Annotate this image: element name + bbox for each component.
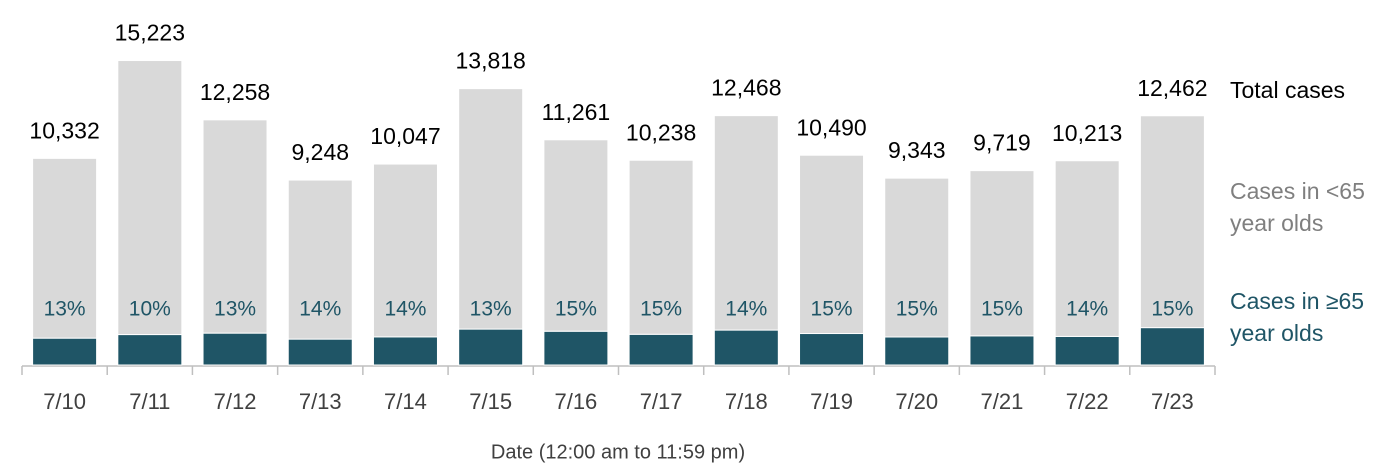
bar-segment (969, 335, 1035, 366)
total-label: 10,490 (796, 114, 866, 140)
total-label: 9,248 (291, 139, 349, 165)
share-label: 14% (1066, 298, 1108, 321)
bar-segment (1139, 115, 1205, 329)
share-label: 14% (384, 298, 426, 321)
bar-segment (969, 170, 1035, 337)
bar-segment (543, 330, 609, 366)
bar-segment (117, 334, 183, 366)
total-label: 12,468 (711, 75, 781, 101)
share-label: 15% (1151, 298, 1193, 321)
bar-segment (628, 159, 694, 335)
total-label: 15,223 (115, 20, 185, 46)
bar-segment (1139, 327, 1205, 366)
legend-over-65: Cases in ≥65 year olds (1230, 288, 1365, 346)
legend-under-65: Cases in <65 year olds (1230, 178, 1365, 236)
share-label: 15% (555, 298, 597, 321)
legend-total: Total cases (1230, 77, 1346, 103)
bar-segment (799, 333, 865, 366)
x-tick-label: 7/11 (129, 389, 170, 414)
bar-segment (202, 119, 268, 334)
bar-segment (372, 163, 438, 338)
bar-segment (287, 179, 353, 340)
bar-segment (543, 139, 609, 332)
bar-segment (884, 177, 950, 338)
x-tick-label: 7/14 (384, 389, 427, 414)
x-tick-label: 7/17 (640, 389, 683, 414)
share-label: 13% (44, 298, 86, 321)
share-label: 10% (129, 298, 171, 321)
total-label: 10,047 (370, 123, 440, 149)
bar-segment (1054, 335, 1120, 366)
bar-segment (458, 88, 524, 330)
total-label: 13,818 (455, 48, 525, 74)
share-label: 13% (470, 298, 512, 321)
x-tick-label: 7/23 (1151, 389, 1194, 414)
bar-segment (287, 338, 353, 366)
bar-segment (202, 332, 268, 366)
x-tick-label: 7/19 (810, 389, 853, 414)
total-label: 12,258 (200, 79, 270, 105)
x-tick-label: 7/10 (43, 389, 86, 414)
total-label: 12,462 (1137, 75, 1207, 101)
x-tick-label: 7/22 (1066, 389, 1109, 414)
bar-segment (32, 157, 98, 339)
bar-segment (117, 60, 183, 336)
share-label: 14% (725, 298, 767, 321)
total-label: 9,343 (888, 137, 946, 163)
share-label: 14% (299, 298, 341, 321)
bar-segment (32, 337, 98, 366)
bar-segment (884, 336, 950, 366)
share-label: 15% (981, 298, 1023, 321)
share-label: 13% (214, 298, 256, 321)
x-tick-label: 7/12 (214, 389, 257, 414)
bar-segment (799, 154, 865, 335)
share-label: 15% (896, 298, 938, 321)
x-tick-label: 7/16 (554, 389, 597, 414)
x-axis-title: Date (12:00 am to 11:59 pm) (491, 441, 745, 463)
x-tick-label: 7/20 (895, 389, 938, 414)
x-tick-label: 7/15 (469, 389, 512, 414)
total-label: 10,238 (626, 119, 696, 145)
x-tick-label: 7/18 (725, 389, 768, 414)
total-label: 10,332 (29, 117, 99, 143)
total-label: 10,213 (1052, 120, 1122, 146)
bar-segment (1054, 160, 1120, 337)
bar-segment (458, 328, 524, 366)
x-tick-label: 7/13 (299, 389, 342, 414)
bar-segment (713, 115, 779, 331)
x-tick-label: 7/21 (981, 389, 1024, 414)
total-label: 9,719 (973, 130, 1031, 156)
share-label: 15% (811, 298, 853, 321)
bar-segment (713, 329, 779, 366)
share-label: 15% (640, 298, 682, 321)
bar-segment (628, 333, 694, 366)
bar-segment (372, 336, 438, 366)
total-label: 11,261 (542, 99, 611, 125)
